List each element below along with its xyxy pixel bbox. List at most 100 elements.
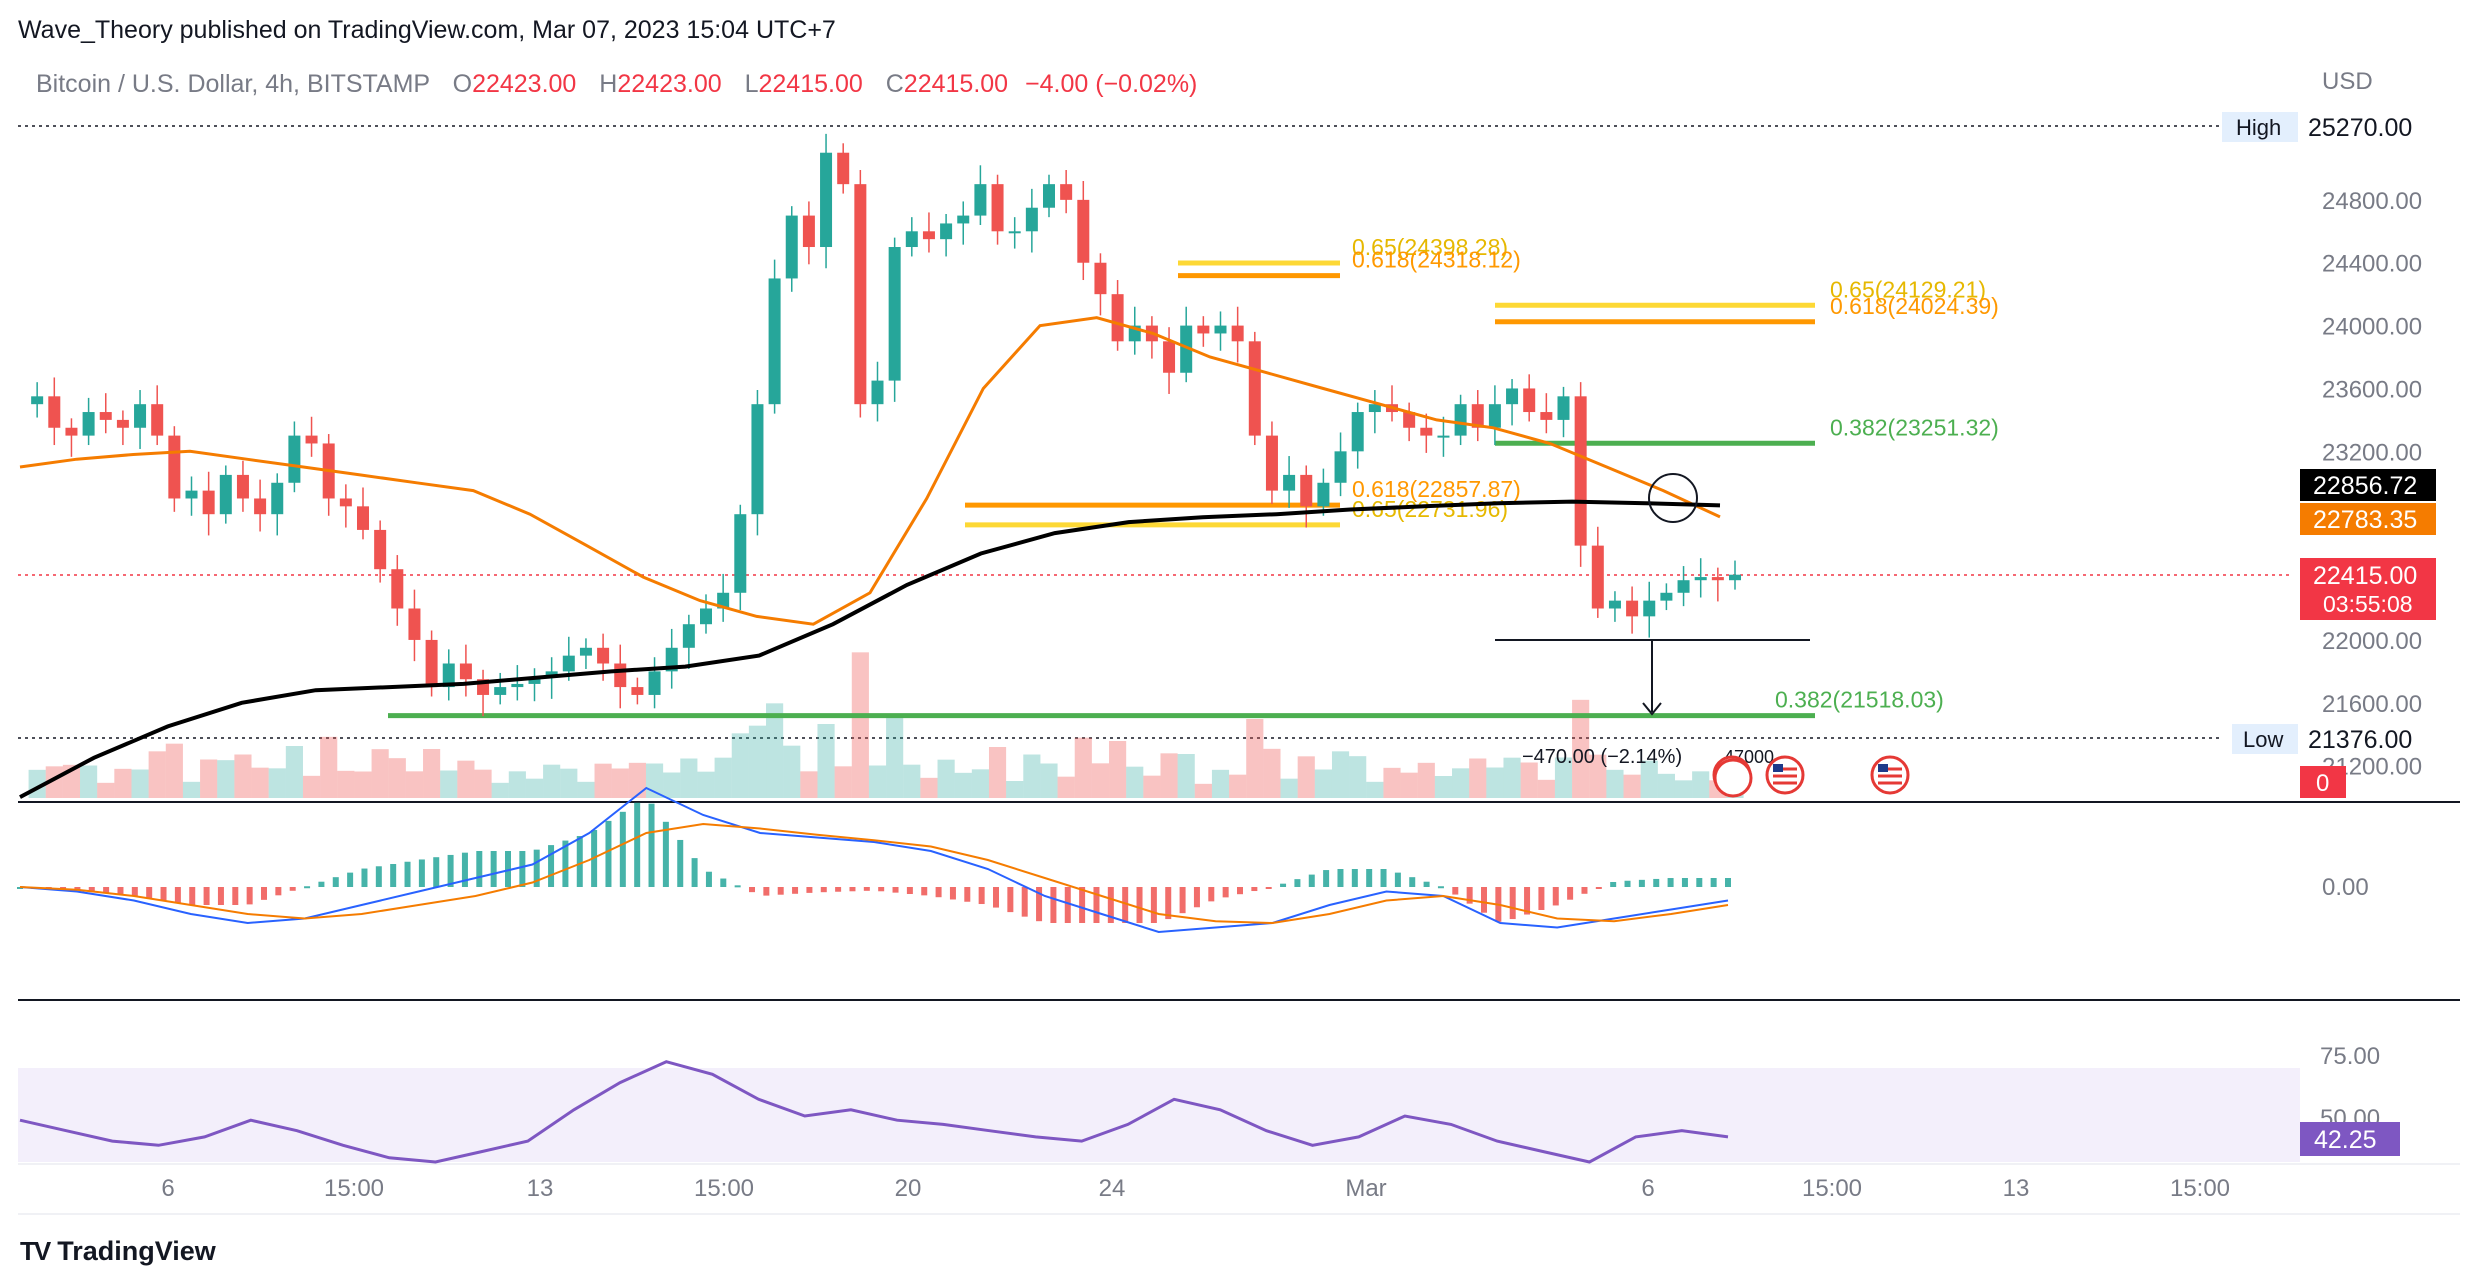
- candle-body: [905, 231, 918, 248]
- candle-body: [1008, 231, 1021, 234]
- macd-line: [19, 786, 1729, 934]
- candle-body: [99, 412, 112, 420]
- low-tag: [2232, 724, 2298, 754]
- candle-body: [631, 687, 644, 695]
- rsi-pane[interactable]: 75.00 50.00 42.25: [18, 1043, 2400, 1164]
- macd-histogram-bar: [275, 887, 282, 896]
- macd-histogram-bar: [1165, 887, 1172, 920]
- macd-histogram-bar: [1667, 878, 1674, 887]
- volume-bar: [868, 765, 887, 798]
- candle-body: [374, 529, 387, 570]
- candle-body: [459, 663, 472, 680]
- candle-body: [151, 404, 164, 436]
- candle-body: [785, 215, 798, 279]
- volume-bar: [405, 771, 424, 798]
- volume-bar: [1263, 748, 1281, 798]
- time-tick-label: 6: [1641, 1175, 1654, 1202]
- candle-body: [1317, 482, 1330, 507]
- candle-body: [425, 639, 438, 688]
- price-tick-label: 24400.00: [2322, 251, 2422, 278]
- fib-level-label: 0.618(24318.12): [1352, 247, 1521, 273]
- macd-histogram-bar: [849, 887, 856, 892]
- volume-bar: [1023, 754, 1041, 798]
- us-event-flag-icon[interactable]: [1765, 755, 1805, 795]
- time-axis[interactable]: 6 15:00 13 15:00 20 24 Mar 6 15:00 13 15:00: [161, 1175, 2230, 1202]
- countdown-label: 03:55:08: [2323, 591, 2413, 617]
- macd-histogram-bar: [1079, 887, 1086, 923]
- candle-body: [202, 490, 215, 515]
- volume-bar: [1074, 737, 1092, 798]
- volume-bar: [1349, 756, 1367, 798]
- volume-bar: [388, 758, 406, 798]
- macd-histogram-bar: [1050, 887, 1057, 923]
- candle-body: [1488, 404, 1501, 428]
- candle-body: [614, 663, 627, 688]
- macd-histogram-bar: [1552, 887, 1559, 906]
- measure-label: −470.00 (−2.14%): [1522, 746, 1682, 768]
- macd-histogram-bar: [461, 852, 468, 887]
- us-event-flag-icon[interactable]: [1870, 755, 1910, 795]
- volume-bar: [1469, 758, 1487, 798]
- close-value: 22415.00: [903, 70, 1009, 98]
- macd-histogram-bar: [835, 887, 842, 892]
- low-label: L: [744, 70, 759, 98]
- volume-bar: [1537, 779, 1555, 798]
- candle-body: [1403, 412, 1416, 428]
- high-tag-value: 25270.00: [2308, 114, 2412, 142]
- volume-bar: [217, 760, 235, 798]
- volume-bar: [1246, 719, 1264, 798]
- macd-histogram-bar: [619, 811, 626, 887]
- macd-histogram-bar: [1222, 887, 1229, 898]
- macd-histogram-bar: [1696, 878, 1703, 887]
- volume-bar: [148, 751, 166, 798]
- volume-bar: [1177, 754, 1195, 798]
- price-pane[interactable]: 0.65(24398.28)0.618(24318.12) 0.65(24129.…: [18, 125, 2290, 799]
- tradingview-brand[interactable]: TV TradingView: [20, 1236, 216, 1267]
- open-value: 22423.00: [472, 70, 577, 98]
- candle-body: [1248, 341, 1261, 436]
- candles: [31, 133, 1742, 717]
- candle-body: [768, 278, 781, 405]
- volume-bar: [971, 769, 989, 798]
- candle-body: [1454, 404, 1467, 436]
- volume-tag-label: 0: [2316, 770, 2329, 797]
- macd-histogram-bar: [1150, 887, 1157, 923]
- volume-bar: [1126, 766, 1144, 798]
- symbol-legend[interactable]: Bitcoin / U.S. Dollar, 4h, BITSTAMP O224…: [36, 70, 1197, 99]
- candle-body: [1094, 262, 1107, 295]
- us-event-flag-icon[interactable]: [1713, 758, 1753, 798]
- volume-bar: [731, 733, 749, 798]
- candle-body: [271, 482, 284, 515]
- measure-arrowhead: [1642, 702, 1662, 716]
- macd-histogram-bar: [1122, 887, 1129, 923]
- volume-bar: [577, 781, 595, 798]
- time-tick-label: 20: [895, 1175, 922, 1202]
- macd-histogram-bar: [490, 851, 497, 887]
- macd-histogram-bar: [691, 858, 698, 887]
- macd-histogram-bar: [533, 849, 540, 887]
- macd-histogram-bar: [605, 820, 612, 887]
- candle-body: [1711, 577, 1724, 581]
- volume-bar: [783, 745, 801, 798]
- volume-bar: [1006, 781, 1024, 798]
- candle-body: [1163, 341, 1176, 373]
- volume-bar: [1211, 769, 1230, 798]
- macd-histogram-bar: [131, 887, 138, 897]
- volume-bar: [234, 754, 252, 798]
- macd-histogram-bar: [1725, 878, 1731, 887]
- macd-histogram-bar: [1595, 887, 1602, 889]
- fib-level-label: 0.382(23251.32): [1830, 414, 1999, 440]
- macd-histogram-bar: [347, 872, 354, 887]
- macd-pane[interactable]: 0.00: [17, 786, 2369, 934]
- candle-body: [1214, 325, 1227, 334]
- macd-histogram-bar: [1323, 870, 1330, 887]
- macd-histogram-bar: [404, 861, 411, 887]
- ema-price-tag: [2300, 503, 2436, 535]
- candle-body: [1523, 388, 1536, 413]
- volume-bar: [1383, 767, 1401, 798]
- volume-bar: [1400, 772, 1418, 798]
- macd-histogram-bar: [705, 871, 712, 887]
- macd-histogram-bar: [892, 887, 899, 893]
- candle-body: [1060, 184, 1073, 200]
